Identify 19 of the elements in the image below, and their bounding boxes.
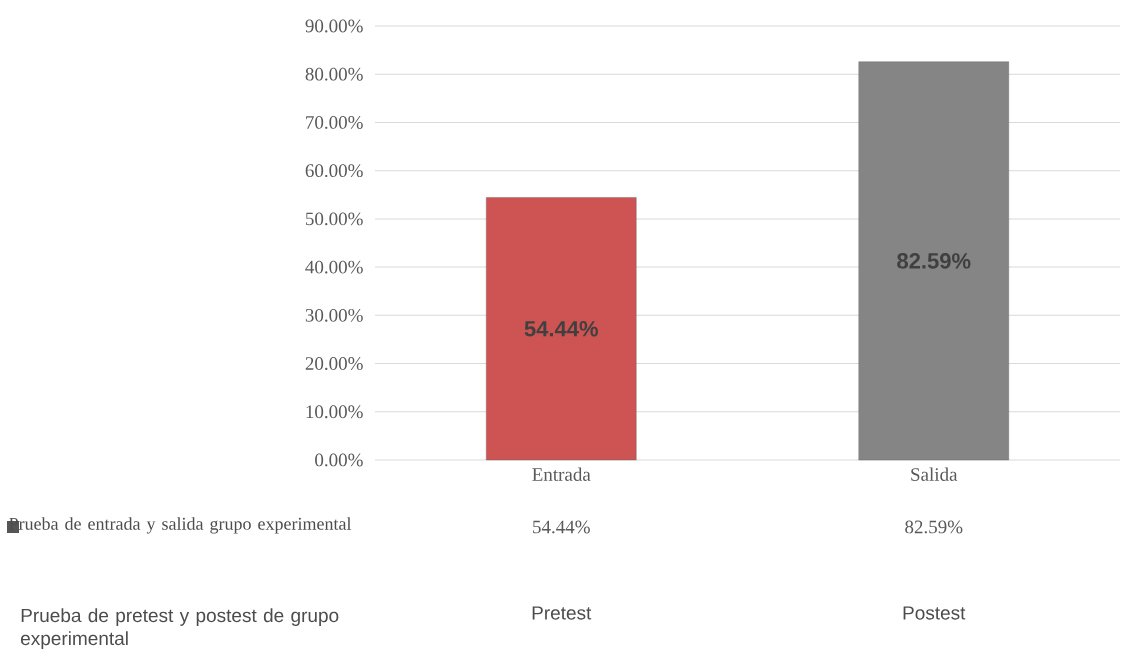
x-tick-label: Entrada bbox=[532, 467, 591, 481]
y-tick-label: 30.00% bbox=[305, 308, 363, 322]
y-tick-label: 10.00% bbox=[306, 405, 363, 419]
y-tick-label: 70.00% bbox=[306, 116, 363, 129]
x-tick-label: Salida bbox=[911, 467, 958, 481]
y-tick-label: 50.00% bbox=[305, 212, 363, 226]
text: 54.44% bbox=[524, 320, 598, 337]
y-tick-label: 80.00% bbox=[305, 67, 363, 81]
y-tick-label: 40.00% bbox=[305, 260, 363, 274]
y-tick-label: 0.00% bbox=[315, 453, 363, 467]
text: 82.59% bbox=[897, 253, 971, 269]
y-tick-label: 90.00% bbox=[305, 19, 363, 33]
data-label: 54.44% bbox=[533, 520, 590, 534]
text: Pretest bbox=[532, 606, 592, 620]
y-tick-label: 20.00% bbox=[305, 357, 363, 371]
data-label: 82.59% bbox=[905, 520, 963, 534]
y-tick-label: 60.00% bbox=[305, 164, 363, 178]
text: Prueba de pretest y postest de grupo experimental bbox=[21, 608, 339, 649]
text: Postest bbox=[903, 606, 966, 620]
